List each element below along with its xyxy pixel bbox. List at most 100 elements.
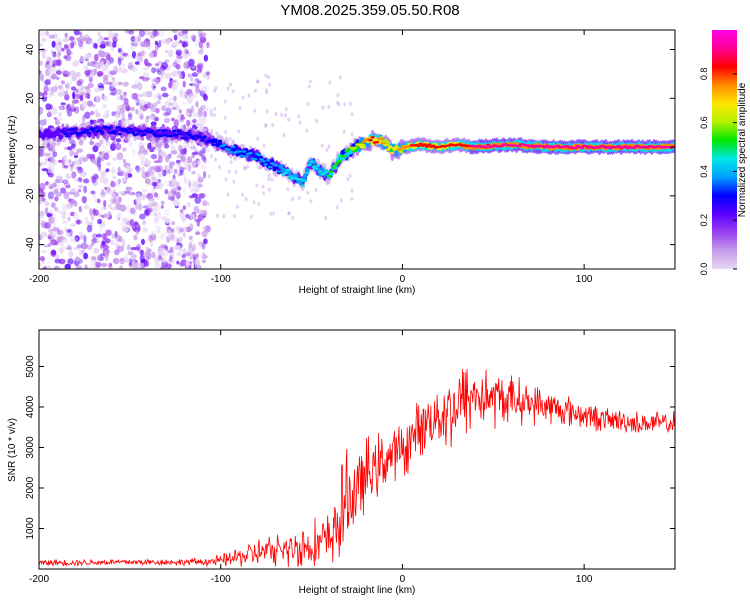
noise-speckle — [78, 91, 85, 97]
colorbar: 0.0 0.2 0.4 0.6 0.8 Normalized spectral ampl… — [699, 30, 748, 275]
ridge-cell — [158, 134, 164, 138]
noise-speckle — [70, 211, 75, 217]
noise-speckle — [65, 185, 71, 189]
noise-speckle — [253, 108, 257, 113]
noise-speckle — [191, 72, 199, 77]
noise-speckle — [122, 81, 129, 87]
noise-speckle — [58, 105, 66, 110]
noise-speckle — [50, 183, 58, 188]
noise-speckle — [209, 109, 213, 113]
spectrogram-x-ticks: -200 -100 0 100 — [29, 30, 593, 285]
noise-speckle — [194, 196, 202, 204]
noise-speckle — [117, 217, 121, 221]
noise-speckle — [122, 228, 129, 232]
noise-speckle — [170, 80, 174, 84]
ridge-cell — [278, 165, 284, 169]
noise-speckle — [181, 226, 188, 233]
noise-speckle — [198, 40, 203, 49]
noise-speckle — [241, 192, 244, 197]
noise-speckle — [223, 99, 227, 104]
noise-speckle — [163, 112, 171, 116]
noise-speckle — [53, 241, 59, 246]
noise-speckle — [102, 103, 108, 109]
noise-speckle — [171, 70, 178, 77]
noise-speckle — [242, 165, 246, 170]
noise-speckle — [58, 235, 65, 241]
noise-speckle — [191, 152, 196, 159]
noise-speckle — [140, 50, 145, 57]
noise-speckle — [87, 244, 93, 250]
noise-speckle — [256, 79, 260, 84]
noise-speckle — [100, 206, 105, 211]
ridge-cell — [222, 143, 227, 147]
noise-speckle — [65, 83, 70, 89]
noise-speckle — [327, 144, 331, 149]
snr-series-line — [39, 368, 675, 568]
noise-speckle — [262, 143, 266, 148]
noise-speckle — [81, 85, 85, 92]
noise-speckle — [180, 116, 186, 120]
noise-speckle — [171, 106, 177, 110]
noise-speckle — [125, 186, 131, 194]
noise-speckle — [120, 118, 126, 122]
noise-speckle — [160, 73, 164, 80]
noise-speckle — [43, 94, 48, 98]
ridge-cell — [62, 132, 68, 135]
noise-speckle — [59, 86, 65, 95]
noise-speckle — [137, 55, 143, 64]
noise-speckle — [117, 235, 123, 243]
noise-speckle — [136, 35, 142, 43]
noise-speckle — [172, 30, 178, 34]
ridge-cell — [418, 142, 423, 145]
noise-speckle — [134, 61, 140, 65]
noise-speckle — [205, 71, 211, 76]
noise-speckle — [138, 109, 144, 117]
noise-speckle — [121, 177, 126, 182]
noise-speckle — [40, 250, 47, 253]
ridge-cell — [385, 148, 391, 151]
noise-speckle — [95, 95, 101, 103]
noise-speckle — [119, 107, 126, 114]
noise-speckle — [131, 84, 139, 89]
noise-speckle — [119, 169, 126, 177]
noise-speckle — [60, 187, 66, 194]
noise-speckle — [179, 92, 187, 98]
noise-speckle — [43, 37, 48, 42]
ridge-cell — [115, 126, 120, 129]
noise-speckle — [39, 262, 42, 268]
noise-speckle — [257, 202, 261, 207]
ridge-cell — [377, 139, 382, 145]
noise-speckle — [139, 249, 144, 257]
ridge-cell — [387, 146, 393, 149]
noise-speckle — [173, 119, 179, 128]
noise-speckle — [272, 211, 276, 216]
noise-speckle — [189, 188, 195, 193]
noise-speckle — [182, 167, 187, 170]
noise-speckle — [280, 112, 284, 117]
snr-x-ticks: -200 -100 0 100 — [29, 330, 593, 585]
noise-speckle — [163, 244, 168, 249]
noise-speckle — [86, 224, 93, 233]
noise-speckle — [110, 80, 117, 88]
noise-speckle — [64, 263, 71, 269]
noise-speckle — [199, 33, 203, 42]
noise-speckle — [189, 213, 196, 220]
noise-speckle — [47, 243, 52, 247]
noise-speckle — [195, 83, 200, 89]
noise-speckle — [131, 262, 138, 269]
noise-speckle — [78, 139, 84, 146]
noise-speckle — [50, 91, 55, 96]
noise-speckle — [73, 154, 79, 159]
noise-speckle — [186, 202, 191, 207]
noise-speckle — [105, 141, 112, 146]
noise-speckle — [77, 177, 83, 182]
noise-speckle — [97, 198, 101, 204]
noise-speckle — [119, 257, 125, 265]
noise-speckle — [68, 198, 76, 204]
noise-speckle — [135, 196, 142, 205]
ridge-cell — [329, 170, 334, 173]
noise-speckle — [58, 258, 66, 265]
noise-speckle — [139, 213, 146, 220]
noise-speckle — [78, 85, 82, 93]
